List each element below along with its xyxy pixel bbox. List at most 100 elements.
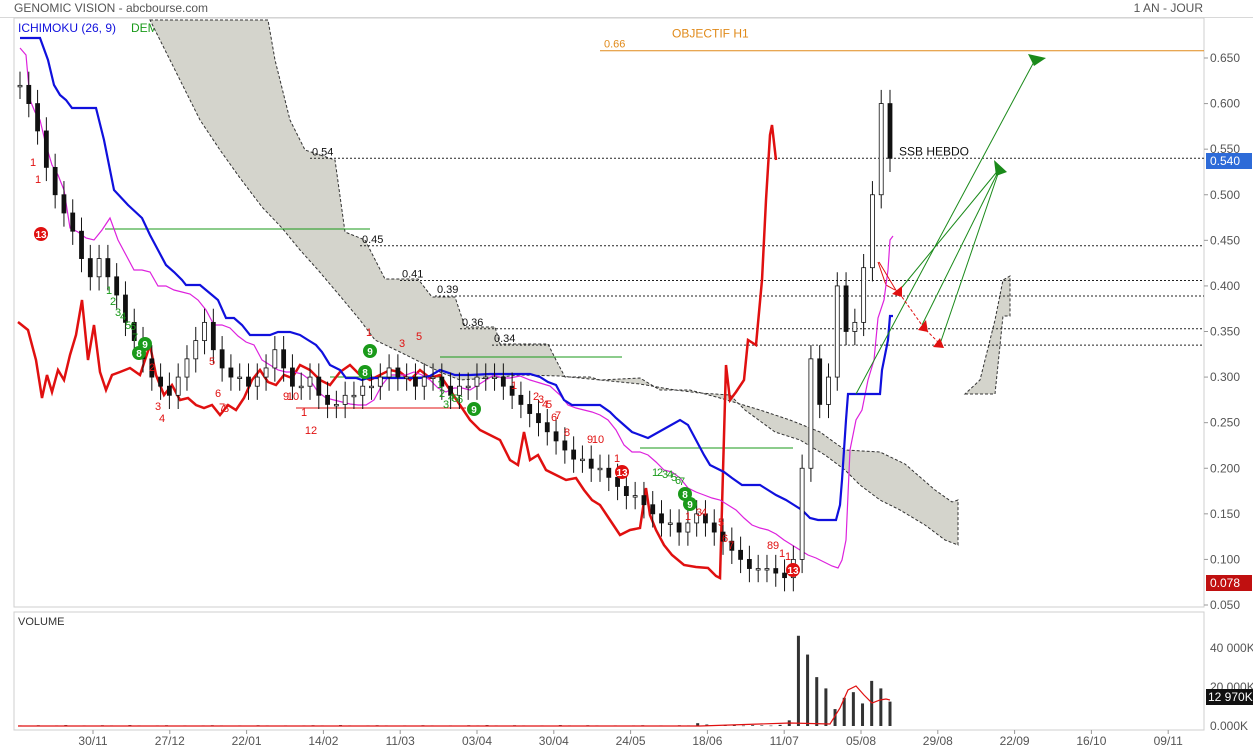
chart-title: GENOMIC VISION - abcbourse.com xyxy=(14,1,209,15)
demark-count: 1 xyxy=(301,407,307,419)
forecast-arrow-up-line xyxy=(855,57,1037,395)
demark-count: 5 xyxy=(452,393,458,405)
x-axis: 30/11 27/12 22/01 14/02 11/03 03/04 30/04 24/05… xyxy=(78,730,1183,748)
candle-body xyxy=(562,440,568,451)
demark-signal-badge xyxy=(363,344,377,358)
demark-count: 7 xyxy=(679,476,685,488)
y-tick-label: 0.500 xyxy=(1210,188,1240,202)
candle-body xyxy=(35,103,40,132)
demark-count: 6 xyxy=(457,394,463,406)
demark-signal-count: 13 xyxy=(787,566,799,577)
demark-signal-badge xyxy=(467,402,481,416)
demark-count: 4 xyxy=(120,311,126,323)
demark-count: 5 xyxy=(209,356,215,368)
candle-body xyxy=(518,394,524,405)
forecast-arrow-line xyxy=(897,167,1001,293)
volume-bar xyxy=(888,701,892,726)
volume-bar xyxy=(879,688,883,726)
candle-body xyxy=(500,376,506,387)
demark-count: 7 xyxy=(219,402,225,414)
demark-count: 1 xyxy=(106,285,112,297)
demark-count: 3 xyxy=(115,307,121,319)
candle-body xyxy=(290,367,295,387)
candle-body xyxy=(720,531,726,542)
candle-body xyxy=(307,376,313,387)
y-tick-label: 0.150 xyxy=(1210,507,1240,521)
demark-signal-count: 13 xyxy=(616,468,628,479)
demark-count: 8 xyxy=(767,540,773,552)
candle-body xyxy=(887,103,893,159)
demark-count: 4 xyxy=(667,469,673,481)
candle-body xyxy=(782,572,787,579)
candle-body xyxy=(219,349,225,369)
candle-body xyxy=(202,321,207,342)
demark-count: 8 xyxy=(564,427,570,439)
demark-count: 4 xyxy=(159,413,165,425)
demark-signal-count: 8 xyxy=(362,368,368,379)
x-tick-label: 16/10 xyxy=(1076,734,1106,748)
demark-count: 3 xyxy=(399,338,405,350)
demark-count: 5 xyxy=(125,320,131,332)
demark-count: 10 xyxy=(287,391,299,403)
volume-bar xyxy=(833,709,837,726)
demark-count: 6 xyxy=(215,388,221,400)
candle-body xyxy=(52,166,58,196)
candle-body xyxy=(114,276,120,296)
price-panel-frame xyxy=(13,17,1205,608)
candle-body xyxy=(395,367,401,378)
y-axis: 0.650 0.600 0.550 0.500 0.450 0.400 0.350 0.300… xyxy=(1204,51,1240,612)
y-tick-label: 0.600 xyxy=(1210,97,1240,111)
demark-count: 9 xyxy=(283,391,289,403)
volume-bar xyxy=(861,703,865,726)
forecast-arrows xyxy=(855,54,1046,395)
chikou-span-line xyxy=(17,124,778,580)
demark-count: 9 xyxy=(773,540,779,552)
demark-count: 9 xyxy=(587,434,593,446)
demark-count: 5 xyxy=(546,399,552,411)
volume-last-tag xyxy=(1206,689,1253,705)
volume-bar xyxy=(741,725,745,727)
candle-body xyxy=(131,321,137,342)
candle-body xyxy=(263,367,269,378)
candle-body xyxy=(369,385,374,389)
support-resistance-levels: 0.66 OBJECTIF H1 0.54 SSB HEBDO 0.45 0.41 0.39… xyxy=(310,27,1204,346)
candle-body xyxy=(746,559,752,569)
candle-body xyxy=(799,467,805,560)
candle-body xyxy=(834,285,840,378)
candle-body xyxy=(650,504,656,515)
candle-body xyxy=(852,321,858,332)
demark-signal-count: 9 xyxy=(471,405,477,416)
candle-body xyxy=(509,385,515,396)
volume-bar xyxy=(851,692,855,726)
candle-body xyxy=(632,495,638,498)
demark-count: 2 xyxy=(657,467,663,479)
demark-count: 2 xyxy=(439,388,445,400)
arrow-down-icon xyxy=(918,320,928,332)
candle-body xyxy=(676,522,682,533)
demark-count: 3 xyxy=(155,401,161,413)
demark-signal-count: 9 xyxy=(367,347,373,358)
y-tick-label: 0.400 xyxy=(1210,279,1240,293)
volume-bar xyxy=(806,654,810,726)
volume-bar xyxy=(769,725,773,727)
candle-body xyxy=(210,321,216,351)
candle-body xyxy=(149,358,155,378)
candle-body xyxy=(96,258,102,278)
demark-count: 1 xyxy=(366,327,372,339)
tenkan-sen-line xyxy=(19,47,894,569)
demark-count: 7 xyxy=(555,410,561,422)
candle-body xyxy=(413,376,418,387)
x-tick-label: 22/09 xyxy=(1000,734,1030,748)
candle-body xyxy=(571,449,577,460)
demark-count: 12 xyxy=(305,425,317,437)
y-tick-label: 0.050 xyxy=(1210,598,1240,612)
candle-body xyxy=(377,376,383,387)
x-tick-label: 27/12 xyxy=(155,734,185,748)
candle-body xyxy=(483,376,489,379)
demark-count: 2 xyxy=(110,296,116,308)
timeframe-label[interactable]: 1 AN - JOUR xyxy=(1133,1,1203,15)
demark-count: 6 xyxy=(722,533,728,545)
candle-body xyxy=(826,376,831,405)
arrow-up-icon xyxy=(994,160,1007,176)
